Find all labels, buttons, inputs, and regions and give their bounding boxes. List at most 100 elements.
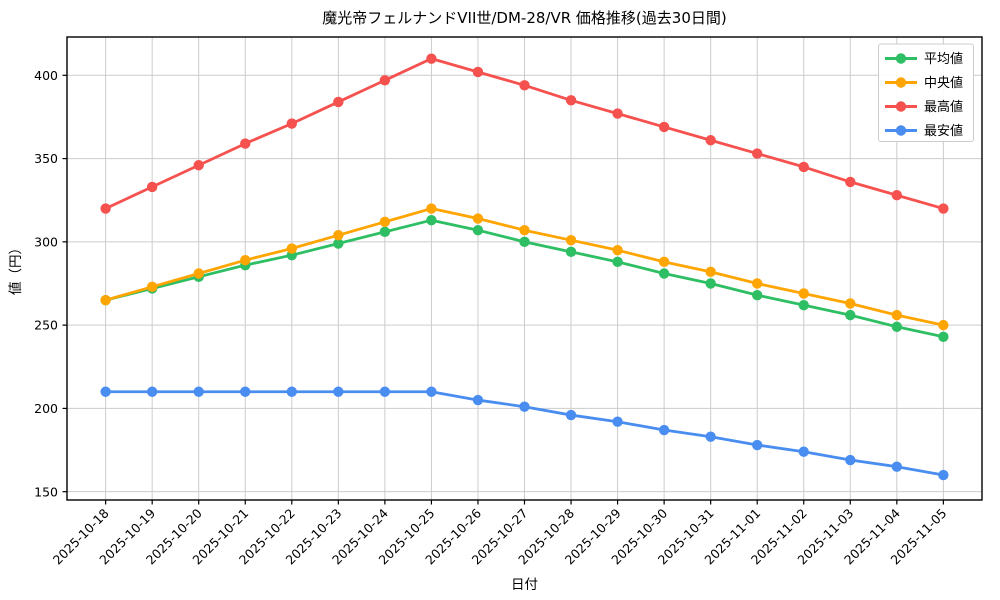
data-point [891, 309, 903, 321]
data-point [193, 160, 204, 171]
data-point [612, 416, 623, 427]
data-point [426, 53, 437, 64]
data-point [472, 224, 484, 236]
data-point [286, 118, 297, 129]
data-point [845, 454, 856, 466]
data-point [938, 203, 949, 214]
data-point [658, 121, 670, 133]
legend-item: 中央値 [885, 75, 963, 91]
data-point [705, 135, 716, 146]
y-tick-label: 150 [34, 484, 58, 499]
legend-marker [895, 77, 907, 88]
legend-item: 最高値 [885, 99, 963, 115]
tick-labels: 1502002503003504002025-10-182025-10-1920… [34, 68, 949, 568]
data-point [705, 431, 716, 442]
data-point [472, 213, 484, 224]
y-tick-label: 350 [34, 151, 58, 166]
data-point [612, 108, 623, 119]
data-point [752, 289, 763, 301]
data-point [798, 299, 809, 311]
data-point [379, 75, 391, 86]
data-point [146, 386, 158, 397]
data-point [658, 424, 670, 436]
data-point [193, 386, 204, 397]
data-point [612, 244, 623, 256]
data-point [146, 181, 158, 193]
data-point [472, 66, 484, 78]
y-tick-label: 300 [34, 234, 58, 249]
data-point [938, 469, 949, 481]
data-point [798, 288, 809, 299]
legend-item: 最安値 [885, 123, 963, 139]
chart-title: 魔光帝フェルナンドVII世/DM-28/VR 価格推移(過去30日間) [322, 9, 726, 27]
legend-marker [895, 53, 907, 64]
data-point [286, 243, 297, 254]
data-point [658, 256, 670, 268]
data-point [519, 236, 530, 248]
data-point [565, 246, 577, 258]
legend-label: 中央値 [924, 75, 963, 91]
data-point [146, 281, 158, 293]
series-2 [100, 53, 949, 214]
data-point [100, 386, 111, 397]
data-point [565, 95, 577, 106]
data-point [100, 203, 111, 214]
series-3 [100, 386, 949, 481]
data-point [891, 190, 903, 201]
data-point [938, 331, 949, 342]
data-point [891, 321, 903, 332]
y-tick-label: 250 [34, 318, 58, 333]
legend-label: 最安値 [924, 123, 963, 139]
axes [62, 36, 983, 505]
legend-marker [895, 101, 907, 112]
data-point [333, 229, 344, 241]
y-tick-label: 200 [34, 401, 58, 416]
data-point [705, 278, 716, 289]
data-point [379, 226, 391, 238]
data-point [658, 268, 670, 279]
data-point [519, 401, 530, 412]
data-point [891, 461, 903, 472]
y-axis-label: 値（円） [8, 241, 24, 295]
data-point [752, 439, 763, 451]
data-point [612, 256, 623, 268]
data-point [333, 96, 344, 108]
data-point [798, 161, 809, 173]
data-point [845, 176, 856, 188]
data-point [240, 254, 251, 266]
data-point [472, 394, 484, 406]
data-point [705, 266, 716, 278]
data-point [798, 446, 809, 457]
data-point [240, 386, 251, 397]
data-point [333, 238, 344, 249]
x-axis-label: 日付 [511, 577, 538, 593]
data-point [519, 224, 530, 236]
data-point [240, 138, 251, 149]
legend-box [878, 43, 974, 142]
legend-label: 最高値 [924, 99, 963, 115]
data-point [193, 268, 204, 279]
series-1 [100, 203, 949, 331]
data-point [565, 234, 577, 246]
gridlines [67, 37, 982, 500]
legend-item: 平均値 [885, 51, 963, 67]
data-point [845, 309, 856, 321]
data-point [845, 298, 856, 309]
legend-label: 平均値 [924, 51, 963, 67]
data-series [100, 53, 949, 481]
data-point [379, 216, 391, 228]
data-point [286, 386, 297, 397]
data-point [333, 386, 344, 397]
data-point [519, 80, 530, 91]
data-point [426, 215, 437, 226]
data-point [426, 386, 437, 397]
data-point [938, 319, 949, 331]
data-point [100, 294, 111, 306]
data-point [426, 203, 437, 214]
data-point [752, 278, 763, 289]
data-point [379, 386, 391, 397]
data-point [565, 409, 577, 421]
